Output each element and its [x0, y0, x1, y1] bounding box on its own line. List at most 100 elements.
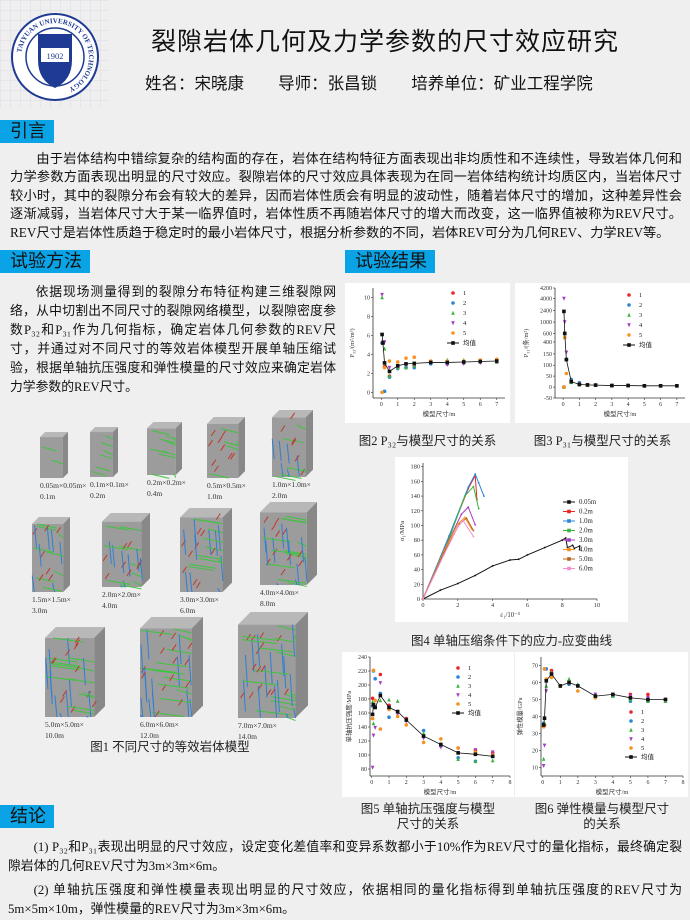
- fracture-trace: [183, 529, 187, 555]
- x-tick-label: 3: [594, 780, 597, 786]
- data-point: [627, 312, 631, 317]
- data-point: [578, 545, 581, 547]
- data-point: [378, 727, 383, 731]
- fracture-trace: [286, 466, 306, 472]
- data-point: [541, 756, 546, 761]
- data-point: [541, 723, 546, 727]
- fracture-trace: [160, 647, 165, 654]
- data-point: [562, 385, 566, 389]
- data-point: [404, 362, 408, 366]
- fracture-trace: [54, 695, 58, 718]
- fracture-trace: [91, 700, 97, 708]
- data-point: [371, 721, 376, 726]
- fracture-trace: [108, 541, 112, 564]
- data-point: [629, 737, 633, 742]
- x-tick-label: 0: [370, 780, 373, 786]
- fracture-trace: [292, 624, 296, 657]
- data-point: [472, 485, 475, 488]
- fracture-trace: [96, 466, 111, 472]
- fracture-trace: [67, 657, 95, 663]
- series-均值: [370, 693, 495, 759]
- y-axis-label: 弹性模量/GPa: [515, 697, 524, 735]
- data-point: [373, 698, 377, 703]
- rock-model-front: [207, 423, 239, 478]
- y-tick-label: 220: [358, 669, 367, 675]
- fracture-trace: [50, 529, 54, 553]
- fracture-trace: [75, 639, 80, 646]
- y-tick-label: 1000: [540, 320, 552, 326]
- data-point: [567, 557, 571, 561]
- data-point: [474, 523, 477, 526]
- data-point: [626, 383, 630, 388]
- data-point: [567, 519, 571, 523]
- fracture-trace: [38, 543, 42, 567]
- data-point: [439, 737, 443, 741]
- data-point: [585, 383, 590, 387]
- fracture-trace: [56, 526, 62, 534]
- fracture-trace: [183, 636, 192, 642]
- y-tick-label: 80: [361, 767, 367, 773]
- data-point: [378, 698, 383, 703]
- fracture-trace: [184, 658, 190, 666]
- fracture-trace: [144, 672, 148, 703]
- series-3: [541, 670, 668, 761]
- data-point: [629, 719, 633, 723]
- x-tick-label: 2: [594, 402, 597, 408]
- y-axis-label: P₃₂/(m²/m³): [349, 328, 356, 357]
- data-point: [646, 692, 650, 697]
- fracture-trace: [286, 554, 292, 561]
- fracture-trace: [296, 424, 306, 430]
- fracture-trace: [166, 435, 176, 441]
- fracture-trace: [104, 572, 110, 580]
- data-point: [412, 361, 417, 366]
- fracture-trace: [49, 661, 80, 667]
- data-point: [562, 331, 567, 336]
- model-size-label: 0.2m×0.2m×: [147, 478, 186, 487]
- rock-model-side: [63, 517, 70, 592]
- fracture-trace: [127, 554, 131, 577]
- data-point: [542, 743, 547, 748]
- y-tick-label: 50: [546, 374, 552, 380]
- fracture-trace: [274, 517, 280, 525]
- rock-model: [40, 432, 68, 478]
- data-point: [380, 390, 384, 395]
- figure1-rock-models: 0.05m×0.05m× 0.1m 0.1m×0.1m× 0.2m 0.2m×0.2m×…: [31, 410, 317, 741]
- y-tick-label: -50: [544, 396, 552, 402]
- fracture-trace: [106, 579, 131, 585]
- y-tick-label: 6: [367, 333, 370, 339]
- fracture-trace: [277, 578, 307, 584]
- fracture-trace: [278, 705, 296, 711]
- x-tick-label: 3: [422, 780, 425, 786]
- model-size-label: 0.4m: [147, 489, 162, 498]
- fracture-trace: [59, 712, 63, 718]
- fracture-trace: [214, 530, 218, 556]
- fracture-trace: [51, 459, 64, 465]
- fracture-trace: [42, 446, 57, 452]
- fracture-trace: [178, 634, 182, 665]
- fracture-trace: [176, 689, 192, 695]
- data-point: [517, 558, 520, 561]
- fracture-trace: [150, 448, 169, 454]
- rock-model-side: [112, 427, 118, 477]
- data-point: [451, 310, 455, 315]
- rock-model: [207, 417, 245, 479]
- y-tick-label: 160: [411, 478, 420, 485]
- data-point: [370, 712, 375, 717]
- fracture-trace: [221, 430, 227, 437]
- fracture-trace: [46, 551, 64, 557]
- data-point: [543, 546, 546, 549]
- fracture-trace: [47, 657, 78, 663]
- chart-elastic-modulus: 0 1 2 3 4 5 6 7 8 10 20 30 40 50 60 70 模型尺寸/m 弹性模量/GPa 1 2 3…: [515, 652, 688, 797]
- x-tick-label: 1: [396, 402, 399, 408]
- model-size-label: 0.1m×0.1m×: [90, 480, 129, 489]
- fracture-trace: [242, 679, 246, 712]
- fracture-trace: [31, 575, 35, 593]
- figure3-caption: 图3 P₃₁与模型尺寸的关系: [533, 434, 672, 448]
- rock-model-side: [62, 432, 68, 478]
- y-tick-label: 600: [543, 331, 552, 337]
- fracture-trace: [271, 549, 300, 555]
- conclusion-item: (2) 单轴抗压强度和弹性模量表现出明显的尺寸效应，依据相同的量化指标得到单轴抗…: [8, 883, 682, 916]
- university-logo: TAIYUAN UNIVERSITY OF TECHNOLOGY 1902: [11, 13, 99, 101]
- fracture-trace: [171, 644, 177, 651]
- data-point: [371, 668, 376, 673]
